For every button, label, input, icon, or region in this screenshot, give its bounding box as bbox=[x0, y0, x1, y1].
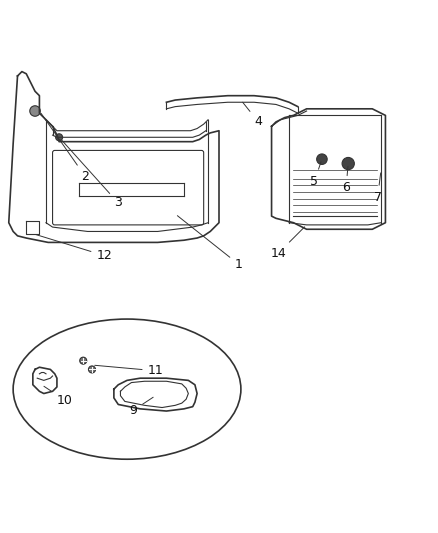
Text: 11: 11 bbox=[95, 364, 163, 377]
Text: 9: 9 bbox=[130, 397, 153, 417]
Circle shape bbox=[342, 157, 354, 169]
Text: 7: 7 bbox=[374, 173, 381, 204]
Circle shape bbox=[80, 357, 87, 364]
Text: 2: 2 bbox=[41, 114, 89, 183]
Circle shape bbox=[30, 106, 40, 116]
Text: 6: 6 bbox=[342, 166, 350, 194]
Circle shape bbox=[88, 366, 95, 373]
Text: 12: 12 bbox=[35, 235, 112, 262]
Circle shape bbox=[317, 154, 327, 165]
Text: 1: 1 bbox=[177, 216, 243, 271]
Text: 14: 14 bbox=[270, 227, 305, 260]
Text: 3: 3 bbox=[61, 139, 122, 209]
Circle shape bbox=[56, 134, 63, 141]
Text: 5: 5 bbox=[311, 162, 321, 188]
Text: 4: 4 bbox=[243, 102, 262, 128]
Text: 10: 10 bbox=[44, 386, 73, 407]
